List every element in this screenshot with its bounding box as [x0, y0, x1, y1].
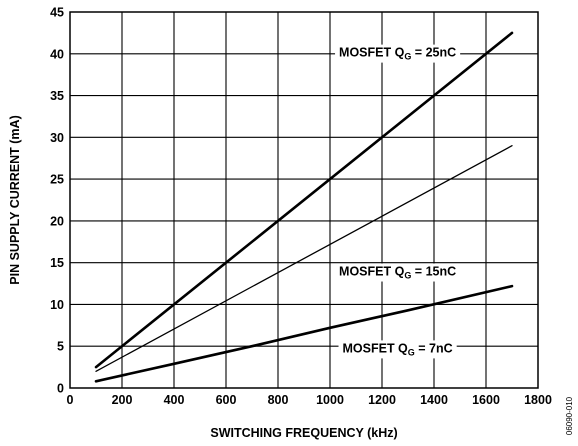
x-axis-title: SWITCHING FREQUENCY (kHz)	[210, 426, 397, 440]
y-tick-label: 30	[50, 131, 64, 145]
x-tick-label: 0	[67, 393, 74, 407]
y-axis-title: PIN SUPPLY CURRENT (mA)	[8, 115, 22, 284]
plot-frame	[69, 11, 539, 389]
y-tick-label: 0	[57, 382, 64, 396]
x-tick-label: 800	[268, 393, 289, 407]
y-tick-label: 5	[57, 340, 64, 354]
y-tick-label: 35	[50, 89, 64, 103]
series-label-text: MOSFET QG = 25nC	[339, 46, 456, 62]
series-annotations: MOSFET QG = 25nC MOSFET QG = 15nC MOSFET Q…	[335, 44, 461, 359]
grid	[70, 12, 538, 388]
x-tick-labels: 0 200 400 600 800 1000 1200 1400 1600 1800	[67, 393, 552, 407]
y-tick-label: 40	[50, 47, 64, 61]
x-tick-label: 200	[112, 393, 133, 407]
x-tick-label: 600	[216, 393, 237, 407]
series-label-text: MOSFET QG = 15nC	[339, 265, 456, 281]
y-tick-label: 45	[50, 6, 64, 20]
x-tick-label: 1200	[368, 393, 396, 407]
series-label-3: MOSFET QG = 7nC	[338, 340, 457, 359]
x-tick-label: 400	[164, 393, 185, 407]
series-lines	[94, 31, 514, 383]
series-line-1	[94, 31, 514, 369]
series-line-2	[95, 145, 513, 372]
y-tick-label: 25	[50, 173, 64, 187]
y-tick-label: 15	[50, 256, 64, 270]
series-label-2: MOSFET QG = 15nC	[335, 263, 461, 282]
y-tick-label: 20	[50, 214, 64, 228]
x-tick-label: 1600	[472, 393, 500, 407]
x-tick-label: 1000	[316, 393, 344, 407]
series-label-text: MOSFET QG = 7nC	[343, 341, 453, 357]
series-label-bg	[335, 263, 461, 282]
figure-code: 06090-010	[565, 396, 574, 435]
x-tick-label: 1400	[420, 393, 448, 407]
series-label-bg	[338, 340, 457, 359]
y-tick-label: 10	[50, 298, 64, 312]
series-line-3	[94, 284, 514, 383]
x-tick-label: 1800	[524, 393, 552, 407]
series-label-bg	[335, 44, 461, 63]
series-label-1: MOSFET QG = 25nC	[335, 44, 461, 63]
y-tick-labels: 0 5 10 15 20 25 30 35 40 45	[50, 6, 64, 396]
